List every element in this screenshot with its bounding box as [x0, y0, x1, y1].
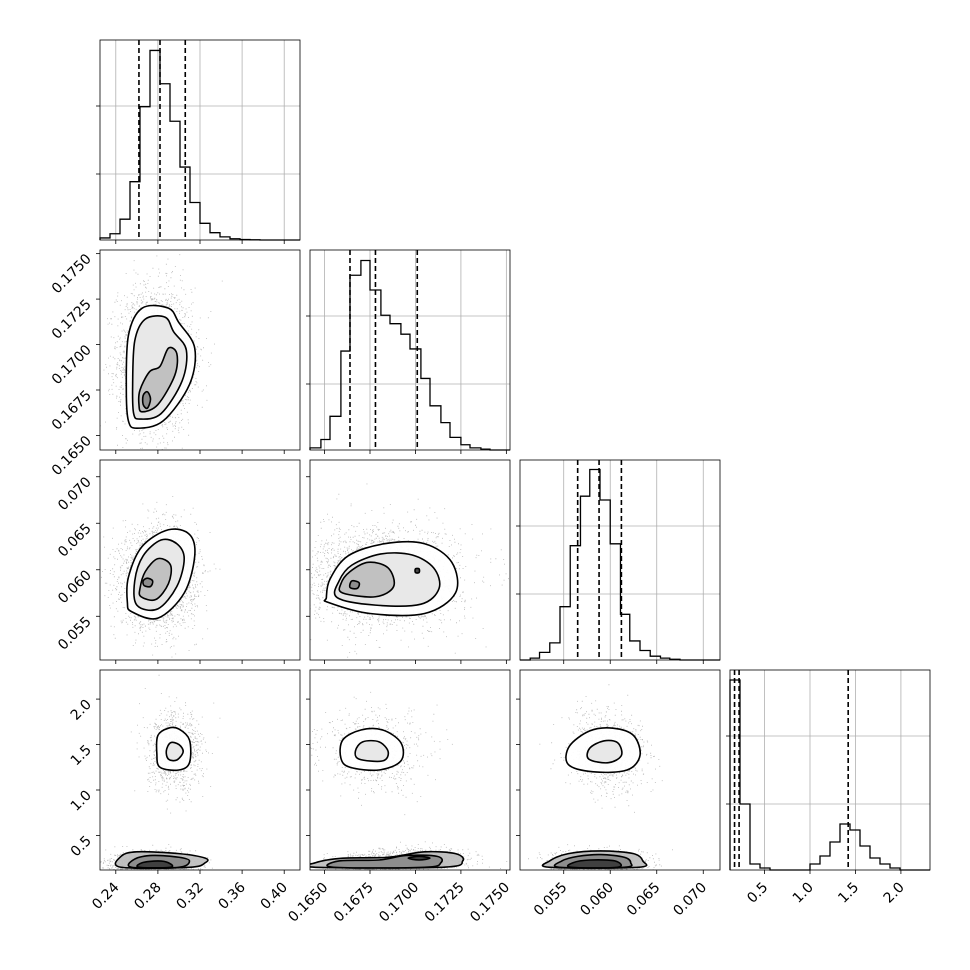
pair-panel-2-0 — [96, 459, 301, 664]
xtick-label-col2-3: 0.070 — [670, 880, 710, 920]
hist-panel-0 — [96, 39, 301, 241]
xtick-label-col1-1: 0.1675 — [331, 880, 377, 926]
xtick-label-col3-0: 0.5 — [744, 880, 771, 907]
xtick-label-col3-3: 2.0 — [881, 880, 908, 907]
hist-1-frame — [309, 249, 511, 451]
xtick-label-col3-1: 1.0 — [790, 880, 817, 907]
scatter-panels — [96, 249, 721, 874]
xtick-label-col0-4: 0.40 — [258, 880, 291, 913]
pair-3-1-points — [310, 691, 508, 870]
xtick-label-col0-2: 0.32 — [173, 880, 206, 913]
ytick-label-row1-2: 0.1700 — [49, 342, 95, 388]
pair-2-0-contour-2 — [138, 557, 173, 602]
pair-panel-1-0 — [96, 249, 301, 454]
ytick-label-row1-0: 0.1650 — [49, 433, 95, 479]
hist-panel-3 — [726, 669, 931, 871]
xtick-label-col1-3: 0.1725 — [422, 880, 468, 926]
pair-3-2-frame — [519, 669, 721, 871]
pair-panel-3-0 — [96, 669, 301, 874]
pair-3-0-points — [100, 674, 221, 870]
xtick-label-col2-0: 0.055 — [531, 880, 571, 920]
xtick-label-col1-4: 0.1750 — [467, 880, 513, 926]
pair-2-1-contour-4 — [414, 567, 421, 574]
ytick-label-row3-2: 1.5 — [68, 742, 95, 769]
pair-3-0-contour-1 — [165, 741, 184, 762]
xtick-label-col0-0: 0.24 — [89, 879, 122, 912]
hist-panel-2 — [516, 459, 721, 661]
hist-2-steps — [520, 468, 720, 661]
xtick-label-col0-1: 0.28 — [131, 880, 164, 913]
ytick-label-row1-3: 0.1725 — [49, 297, 95, 343]
xtick-label-col1-0: 0.1650 — [285, 880, 331, 926]
pair-3-2-contour-1 — [586, 739, 623, 764]
ytick-label-row1-1: 0.1675 — [49, 388, 95, 434]
pair-panel-2-1 — [306, 459, 511, 664]
pair-2-0-frame — [99, 459, 301, 661]
ytick-label-row3-0: 0.5 — [68, 833, 95, 860]
hist-1-steps — [309, 259, 510, 451]
pair-3-0-frame — [99, 669, 301, 871]
pair-2-1-frame — [309, 459, 511, 661]
ytick-label-row2-0: 0.055 — [55, 614, 95, 654]
ytick-label-row2-1: 0.060 — [55, 567, 95, 607]
ytick-label-row1-4: 0.1750 — [49, 251, 95, 297]
hist-3-steps — [729, 679, 930, 871]
xtick-label-col0-3: 0.36 — [216, 879, 249, 912]
ytick-label-row2-2: 0.065 — [55, 521, 95, 561]
ytick-label-row3-3: 2.0 — [68, 697, 95, 724]
pair-3-0-contour-4 — [136, 860, 174, 869]
xtick-label-col2-1: 0.060 — [577, 880, 617, 920]
xtick-label-col1-2: 0.1700 — [376, 880, 422, 926]
pair-2-1-contour-3 — [348, 579, 361, 590]
ytick-label-row3-1: 1.0 — [68, 788, 95, 815]
pair-3-1-contour-4 — [407, 855, 431, 861]
histogram-panels — [96, 39, 931, 871]
xtick-label-col3-2: 1.5 — [835, 880, 862, 907]
pair-3-1-frame — [309, 669, 511, 871]
hist-2-frame — [519, 459, 721, 661]
hist-panel-1 — [306, 249, 511, 451]
hist-3-frame — [729, 669, 931, 871]
xtick-label-col2-2: 0.065 — [624, 880, 664, 920]
pair-2-0-contour-3 — [142, 577, 154, 588]
pair-panel-3-1 — [306, 669, 511, 874]
pair-1-0-frame — [99, 249, 301, 451]
ytick-label-row2-3: 0.070 — [55, 474, 95, 514]
pair-3-2-contour-4 — [566, 859, 623, 869]
pair-panel-3-2 — [516, 669, 721, 874]
pair-3-1-contour-1 — [354, 739, 390, 763]
pair-1-0-contour-3 — [141, 390, 152, 410]
